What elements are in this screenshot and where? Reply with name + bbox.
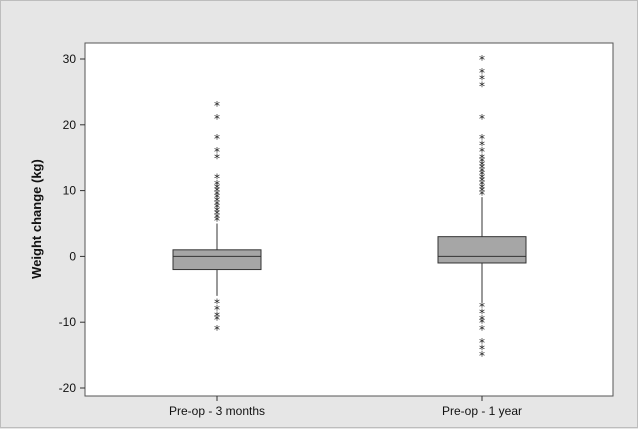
outlier-point: * bbox=[214, 198, 220, 212]
outlier-point: * bbox=[214, 191, 220, 205]
outlier-point: * bbox=[479, 323, 485, 337]
outlier-point: * bbox=[214, 214, 220, 228]
outlier-point: * bbox=[214, 185, 220, 199]
outlier-point: * bbox=[214, 178, 220, 192]
outlier-point: * bbox=[479, 175, 485, 189]
outlier-point: * bbox=[214, 171, 220, 185]
outlier-point: * bbox=[479, 336, 485, 350]
outlier-point: * bbox=[214, 194, 220, 208]
outlier-point: * bbox=[214, 145, 220, 159]
outlier-point: * bbox=[479, 66, 485, 80]
x-category-label: Pre-op - 3 months bbox=[169, 404, 265, 418]
outlier-point: * bbox=[479, 349, 485, 363]
outlier-point: * bbox=[214, 323, 220, 337]
outlier-point: * bbox=[214, 112, 220, 126]
outlier-point: * bbox=[214, 132, 220, 146]
iqr-box bbox=[172, 249, 262, 271]
outlier-point: * bbox=[479, 145, 485, 159]
y-tick-label: 30 bbox=[63, 52, 77, 66]
y-tick-label: -10 bbox=[59, 315, 77, 329]
iqr-box bbox=[437, 236, 527, 264]
outlier-point: * bbox=[479, 165, 485, 179]
outlier-point: * bbox=[479, 316, 485, 330]
outlier-point: * bbox=[479, 162, 485, 176]
outlier-point: * bbox=[214, 152, 220, 166]
outlier-point: * bbox=[214, 181, 220, 195]
outlier-point: * bbox=[479, 158, 485, 172]
outlier-point: * bbox=[479, 300, 485, 314]
y-axis-title: Weight change (kg) bbox=[29, 159, 44, 279]
box-series: ****************************************… bbox=[172, 53, 527, 363]
x-category-label: Pre-op - 1 year bbox=[442, 404, 522, 418]
outlier-point: * bbox=[214, 201, 220, 215]
box-group: **************************** bbox=[437, 53, 527, 363]
outlier-point: * bbox=[479, 79, 485, 93]
outlier-point: * bbox=[479, 306, 485, 320]
outlier-point: * bbox=[214, 313, 220, 327]
outlier-point: * bbox=[479, 188, 485, 202]
outlier-point: * bbox=[214, 204, 220, 218]
outlier-point: * bbox=[479, 181, 485, 195]
outlier-point: * bbox=[479, 73, 485, 87]
box-group: *********************** bbox=[172, 99, 262, 337]
outlier-point: * bbox=[214, 296, 220, 310]
outlier-point: * bbox=[479, 343, 485, 357]
outlier-point: * bbox=[479, 53, 485, 67]
outlier-point: * bbox=[479, 168, 485, 182]
outlier-point: * bbox=[479, 152, 485, 166]
outlier-point: * bbox=[479, 185, 485, 199]
outlier-point: * bbox=[479, 132, 485, 146]
outlier-point: * bbox=[479, 155, 485, 169]
plot-area bbox=[84, 42, 614, 397]
outlier-point: * bbox=[214, 303, 220, 317]
outlier-point: * bbox=[479, 171, 485, 185]
y-tick-label: 0 bbox=[69, 249, 76, 263]
y-tick-label: -20 bbox=[59, 381, 77, 395]
y-tick-label: 10 bbox=[63, 184, 77, 198]
outlier-point: * bbox=[479, 178, 485, 192]
outlier-point: * bbox=[214, 188, 220, 202]
outlier-point: * bbox=[479, 112, 485, 126]
outlier-point: * bbox=[214, 211, 220, 225]
outlier-point: * bbox=[479, 313, 485, 327]
y-axis: -20 -10 0 10 20 30 bbox=[59, 52, 85, 395]
outlier-point: * bbox=[214, 208, 220, 222]
x-axis: Pre-op - 3 months Pre-op - 1 year bbox=[169, 396, 522, 418]
outlier-point: * bbox=[214, 99, 220, 113]
outlier-point: * bbox=[479, 139, 485, 153]
y-tick-label: 20 bbox=[63, 118, 77, 132]
outlier-point: * bbox=[214, 310, 220, 324]
